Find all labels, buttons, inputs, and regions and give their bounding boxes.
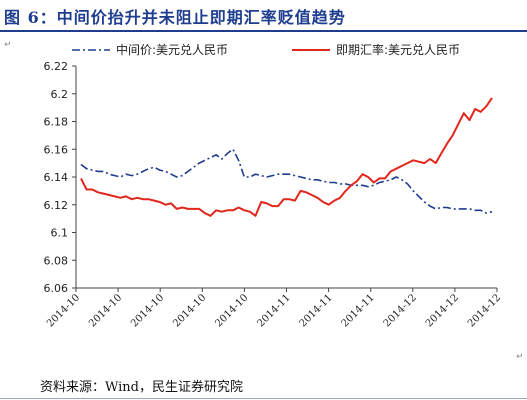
y-tick-label: 6.16 xyxy=(44,143,69,156)
x-tick-label: 2014-12 xyxy=(424,292,461,329)
chart-legend: 中间价:美元兑人民币 即期汇率:美元兑人民币 xyxy=(72,42,460,57)
x-tick-label: 2014-11 xyxy=(298,292,335,329)
x-tick-label: 2014-11 xyxy=(340,292,377,329)
title-bar: 图 6：中间价抬升并未阻止即期汇率贬值趋势 xyxy=(0,0,527,32)
spot-rate-series-line xyxy=(80,97,493,217)
paragraph-mark-icon: ↵ xyxy=(4,40,12,50)
central-parity-series-line xyxy=(80,148,493,214)
x-tick-label: 2014-10 xyxy=(213,292,250,329)
x-tick-label: 2014-11 xyxy=(255,292,292,329)
legend-central-parity-label: 中间价:美元兑人民币 xyxy=(116,42,228,57)
x-axis-ticks: 2014-10 2014-10 2014-10 2014-10 2014-10 2014-… xyxy=(45,288,503,330)
bottom-rule xyxy=(0,398,527,399)
x-tick-label: 2014-10 xyxy=(87,292,124,329)
x-tick-label: 2014-12 xyxy=(466,292,503,329)
y-tick-label: 6.08 xyxy=(44,254,69,267)
y-tick-label: 6.1 xyxy=(51,227,69,240)
title-underline xyxy=(0,30,527,32)
x-tick-label: 2014-10 xyxy=(129,292,166,329)
y-tick-label: 6.06 xyxy=(44,282,69,295)
y-tick-label: 6.12 xyxy=(44,199,69,212)
chart-axes xyxy=(75,66,497,289)
paragraph-mark-icon: ↵ xyxy=(516,352,524,362)
y-axis-ticks: 6.22 6.2 6.18 6.16 6.14 6.12 6.1 6.08 6.06 xyxy=(44,60,76,295)
chart-series xyxy=(80,97,493,217)
x-tick-label: 2014-10 xyxy=(45,292,82,329)
x-tick-label: 2014-10 xyxy=(171,292,208,329)
figure-title: 图 6：中间价抬升并未阻止即期汇率贬值趋势 xyxy=(4,8,346,27)
legend-spot-rate-label: 即期汇率:美元兑人民币 xyxy=(336,42,460,57)
y-tick-label: 6.22 xyxy=(44,60,69,73)
y-tick-label: 6.14 xyxy=(44,171,69,184)
y-tick-label: 6.18 xyxy=(44,116,69,129)
y-tick-label: 6.2 xyxy=(51,88,69,101)
x-tick-label: 2014-12 xyxy=(382,292,419,329)
exchange-rate-chart: 中间价:美元兑人民币 即期汇率:美元兑人民币 6.22 6.2 6.18 6.16 6.1… xyxy=(44,42,504,330)
source-note: 资料来源：Wind，民生证券研究院 xyxy=(40,380,243,395)
